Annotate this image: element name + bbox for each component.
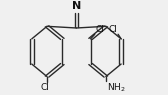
- Text: Cl: Cl: [41, 83, 49, 92]
- Text: NH$_2$: NH$_2$: [107, 82, 125, 94]
- Text: Cl: Cl: [95, 25, 104, 34]
- Text: N: N: [72, 1, 81, 11]
- Text: Cl: Cl: [109, 25, 117, 34]
